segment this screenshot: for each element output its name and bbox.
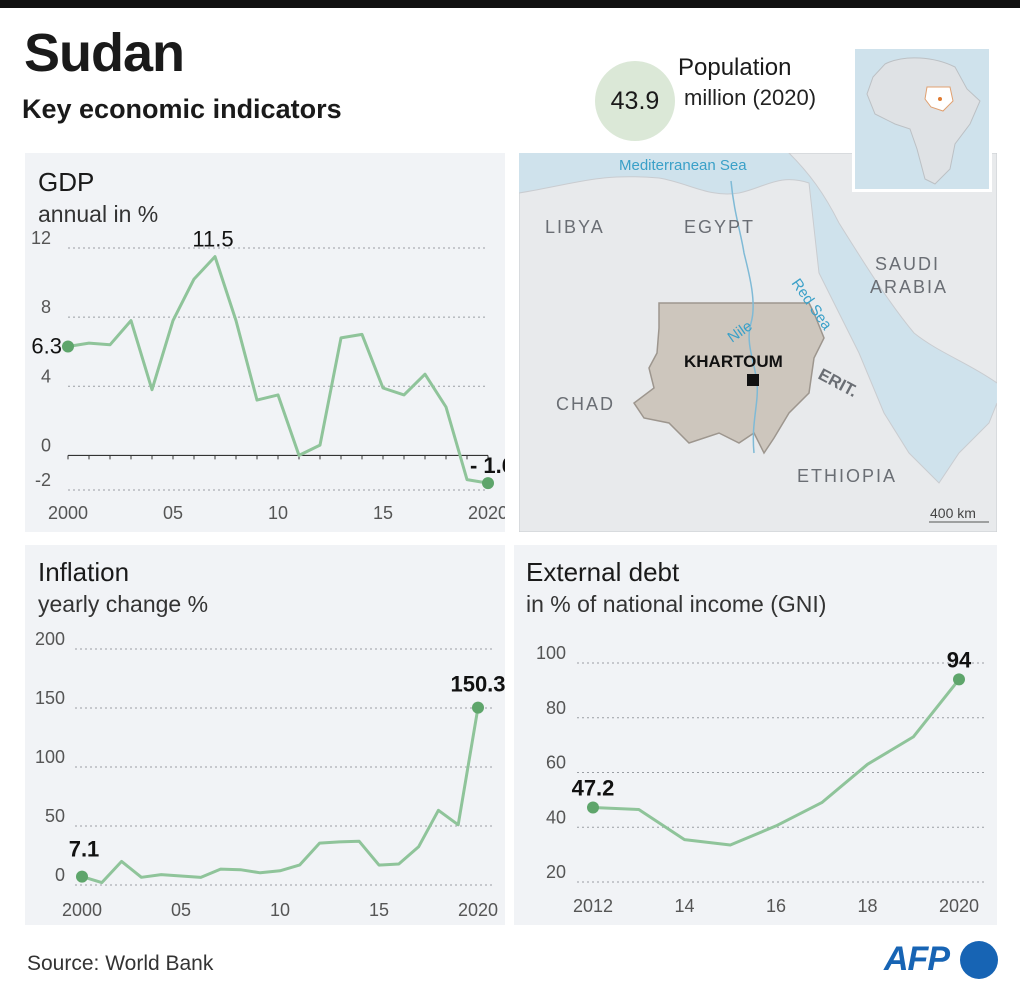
land-arabia xyxy=(788,153,997,384)
x-tick-label: 15 xyxy=(369,900,389,920)
x-tick-label: 15 xyxy=(373,503,393,523)
y-tick-label: 150 xyxy=(35,688,65,708)
locator-marker xyxy=(938,97,942,101)
inflation-chart: 0 50 100 150 200 2000 05 10 15 2020 7.1 150.3 xyxy=(35,629,505,920)
x-tick-label: 2020 xyxy=(468,503,505,523)
population-sublabel: million (2020) xyxy=(684,85,817,110)
x-tick-label: 2020 xyxy=(458,900,498,920)
map-scale: 400 km xyxy=(930,505,976,521)
agency-logo: AFP xyxy=(884,940,950,978)
data-label: 150.3 xyxy=(450,672,505,697)
y-tick-label: -2 xyxy=(35,470,51,490)
map-label-arabia: ARABIA xyxy=(870,277,948,297)
map-label-libya: LIBYA xyxy=(545,217,605,237)
gdp-title: GDP xyxy=(38,167,95,197)
gdp-chart: -2 0 4 8 12 2000 05 10 15 2020 6.3 11.5 - 1.6 xyxy=(31,227,505,523)
africa-locator-inset xyxy=(852,46,992,192)
source-note: Source: World Bank xyxy=(27,952,214,975)
inflation-panel: Inflation yearly change % 0 50 100 150 200 20… xyxy=(25,545,505,925)
inflation-subtitle: yearly change % xyxy=(38,591,209,617)
debt-chart: 20 40 60 80 100 2012 14 16 18 2020 47.2 94 xyxy=(536,643,984,916)
debt-title: External debt xyxy=(526,557,680,587)
data-point xyxy=(953,673,965,686)
series-line xyxy=(67,255,489,485)
data-label: 47.2 xyxy=(572,776,615,801)
x-tick-label: 05 xyxy=(163,503,183,523)
x-tick-label: 10 xyxy=(268,503,288,523)
x-tick-label: 2000 xyxy=(62,900,102,920)
y-tick-label: 4 xyxy=(41,366,51,386)
data-label: 94 xyxy=(947,647,972,672)
y-tick-label: 50 xyxy=(45,806,65,826)
population-badge: 43.9 xyxy=(595,61,675,141)
debt-subtitle: in % of national income (GNI) xyxy=(526,591,827,617)
x-tick-label: 05 xyxy=(171,900,191,920)
y-tick-label: 200 xyxy=(35,629,65,649)
capital-marker xyxy=(747,374,759,386)
map-label-sea: Mediterranean Sea xyxy=(619,157,747,174)
gdp-panel: GDP annual in % -2 0 4 8 12 2000 05 10 15 2020 6.3… xyxy=(25,153,505,532)
map-label-saudi: SAUDI xyxy=(875,254,940,274)
population-value: 43.9 xyxy=(610,86,660,115)
y-tick-label: 100 xyxy=(35,747,65,767)
inflation-title: Inflation xyxy=(38,557,130,587)
y-tick-label: 8 xyxy=(41,297,51,317)
x-tick-label: 2012 xyxy=(573,896,613,916)
x-tick-label: 10 xyxy=(270,900,290,920)
data-point xyxy=(62,340,74,353)
data-label: 7.1 xyxy=(69,837,100,862)
page-subtitle: Key economic indicators xyxy=(22,94,342,124)
map-label-egypt: EGYPT xyxy=(684,217,755,237)
data-label: 6.3 xyxy=(31,334,62,359)
africa-shape xyxy=(866,57,981,185)
page-title: Sudan xyxy=(24,23,185,83)
africa-locator-map xyxy=(866,57,981,185)
data-point xyxy=(76,870,88,883)
population-label: Population xyxy=(678,54,792,81)
x-tick-label: 14 xyxy=(674,896,694,916)
y-tick-label: 40 xyxy=(546,807,566,827)
debt-panel: External debt in % of national income (G… xyxy=(514,545,997,925)
x-tick-label: 16 xyxy=(766,896,786,916)
y-tick-label: 0 xyxy=(55,865,65,885)
data-label: - 1.6 xyxy=(470,453,505,478)
gdp-subtitle: annual in % xyxy=(38,201,159,227)
map-panel: Mediterranean Sea LIBYA EGYPT SAUDI ARAB… xyxy=(519,153,997,532)
x-tick-label: 18 xyxy=(857,896,877,916)
x-tick-label: 2000 xyxy=(48,503,88,523)
y-tick-label: 100 xyxy=(536,643,566,663)
y-tick-label: 80 xyxy=(546,698,566,718)
data-point xyxy=(587,801,599,814)
y-tick-label: 0 xyxy=(41,435,51,455)
top-bar xyxy=(0,0,1020,8)
map-label-ethiopia: ETHIOPIA xyxy=(797,466,897,486)
y-tick-label: 12 xyxy=(31,228,51,248)
series-line xyxy=(592,678,961,847)
data-point xyxy=(482,477,494,490)
map-label-capital: KHARTOUM xyxy=(684,352,783,371)
nile-river xyxy=(730,180,759,454)
y-tick-label: 20 xyxy=(546,862,566,882)
map-label-chad: CHAD xyxy=(556,394,615,414)
y-tick-label: 60 xyxy=(546,753,566,773)
x-tick-label: 2020 xyxy=(939,896,979,916)
agency-logo-dot xyxy=(960,941,998,979)
data-label: 11.5 xyxy=(192,227,233,252)
data-point xyxy=(472,701,484,714)
series-line xyxy=(81,707,480,885)
sudan-map: Mediterranean Sea LIBYA EGYPT SAUDI ARAB… xyxy=(519,153,997,532)
